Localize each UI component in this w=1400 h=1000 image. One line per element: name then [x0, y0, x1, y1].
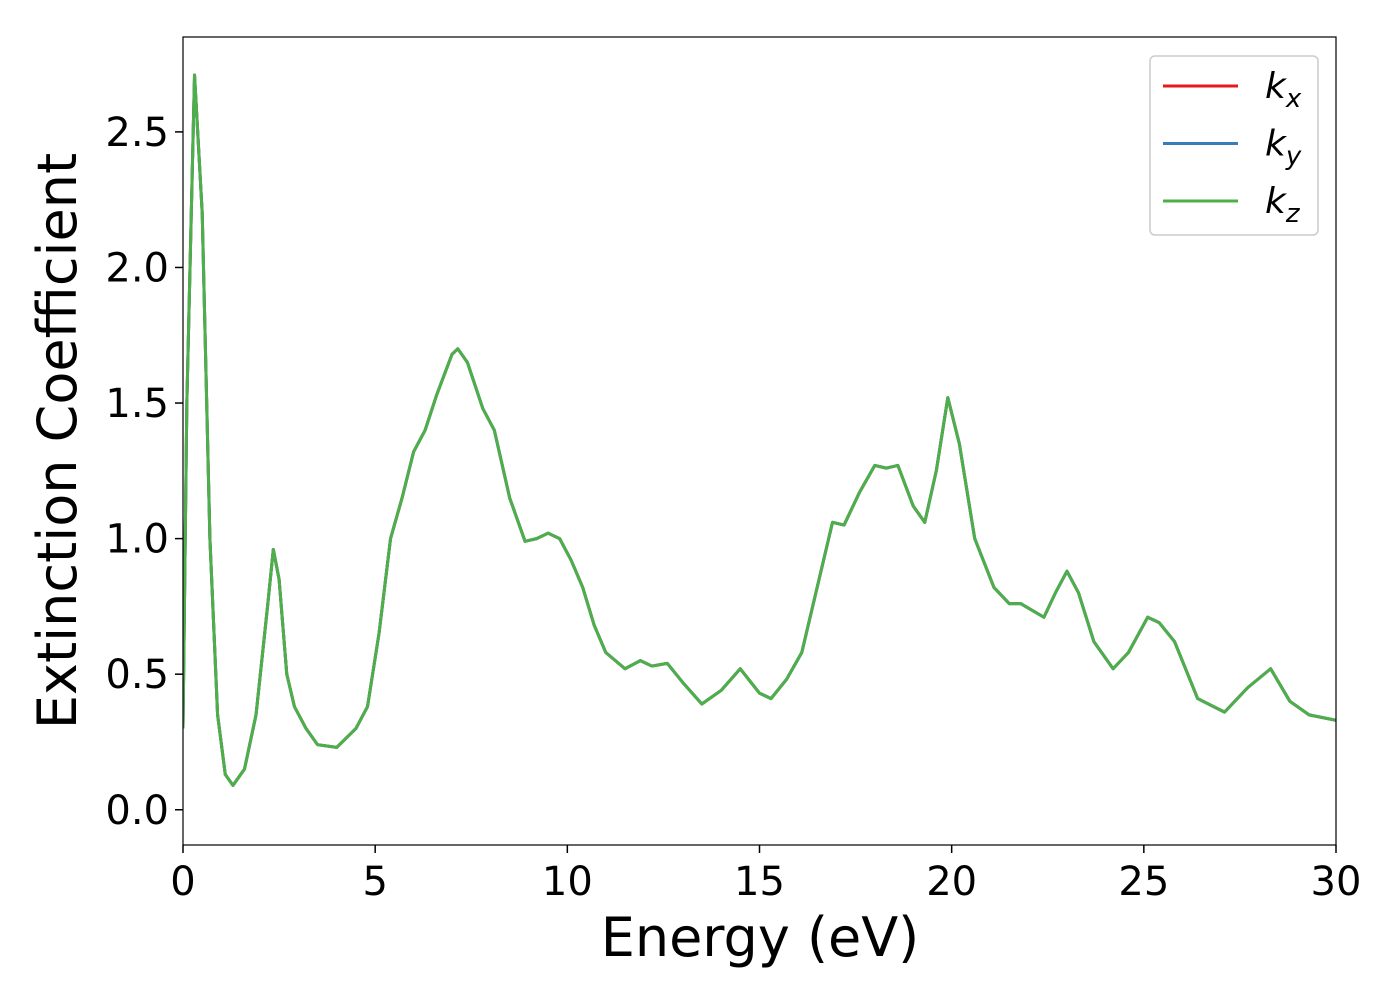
- x-tick-label: 10: [542, 859, 593, 905]
- y-tick-label: 0.5: [105, 652, 169, 698]
- x-tick-label: 0: [170, 859, 195, 905]
- x-tick-label: 15: [734, 859, 785, 905]
- x-tick-label: 5: [362, 859, 387, 905]
- y-tick-label: 2.0: [105, 245, 169, 291]
- y-axis-label: Extinction Coefficient: [26, 153, 89, 729]
- plot-frame: [182, 36, 1337, 846]
- y-tick-label: 2.5: [105, 110, 169, 156]
- legend-label: kx: [1265, 66, 1302, 114]
- legend-label: kz: [1265, 181, 1301, 229]
- y-tick-label: 1.0: [105, 517, 169, 563]
- y-tick-label: 1.5: [105, 381, 169, 427]
- y-tick-label: 0.0: [105, 788, 169, 834]
- x-axis-label: Energy (eV): [601, 906, 920, 969]
- legend-label: ky: [1265, 124, 1302, 172]
- legend-box: [1149, 55, 1319, 236]
- plot-lines: [183, 73, 1336, 787]
- x-tick-label: 25: [1118, 859, 1169, 905]
- x-tick-label: 30: [1311, 859, 1362, 905]
- series-line: [183, 73, 1336, 787]
- x-tick-label: 20: [926, 859, 977, 905]
